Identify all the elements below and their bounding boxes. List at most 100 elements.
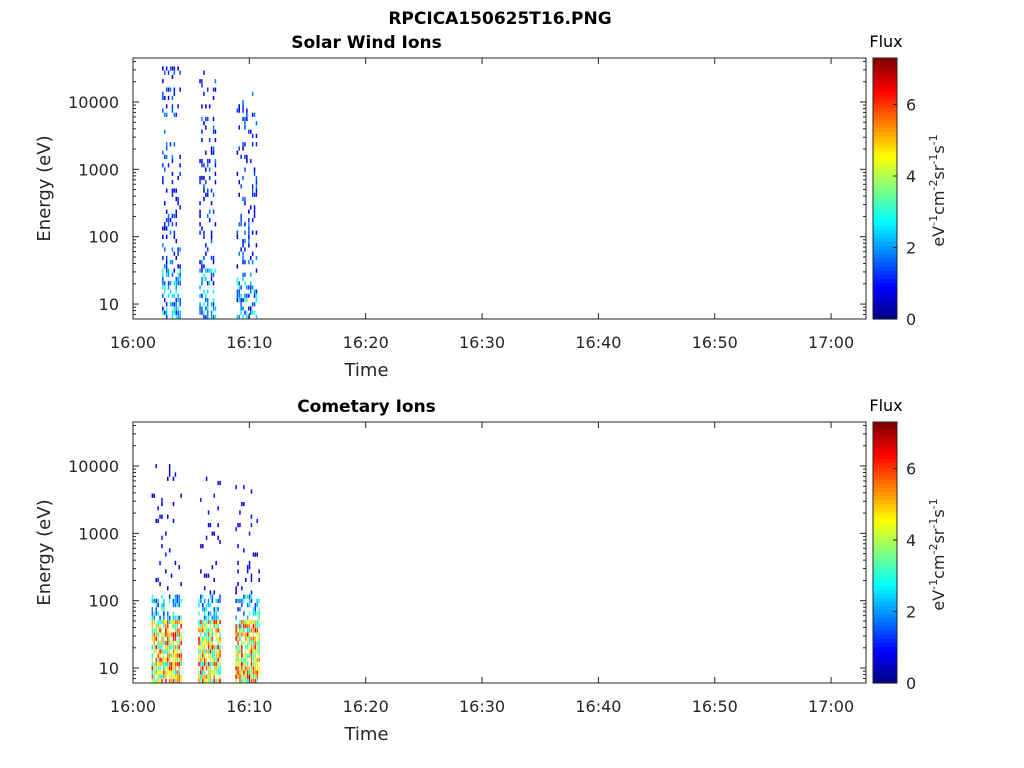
spectrogram-pixel: [238, 180, 240, 185]
spectrogram-pixel: [241, 624, 243, 629]
spectrogram-pixel: [258, 649, 260, 654]
spectrogram-pixel: [207, 314, 209, 319]
spectrogram-pixel: [209, 657, 212, 662]
spectrogram-pixel: [250, 619, 253, 625]
spectrogram-pixel: [251, 188, 254, 193]
spectrogram-pixel: [215, 670, 217, 675]
spectrogram-pixel: [205, 535, 208, 540]
y-tick-label: 1000: [78, 524, 119, 543]
spectrogram-pixel: [163, 662, 165, 667]
spectrogram-pixel: [207, 645, 210, 650]
x-tick-label: 17:00: [808, 333, 854, 352]
spectrogram-pixel: [167, 222, 170, 227]
spectrogram-pixel: [165, 255, 168, 261]
spectrogram-pixel: [250, 678, 253, 683]
spectrogram-pixel: [205, 192, 207, 197]
spectrogram-pixel: [248, 653, 251, 658]
spectrogram-pixel: [217, 598, 219, 603]
spectrogram-pixel: [212, 125, 215, 130]
spectrogram-pixel: [167, 649, 169, 654]
spectrogram-pixel: [165, 670, 167, 675]
spectrogram-pixel: [212, 146, 215, 151]
spectrogram-pixel: [239, 674, 241, 679]
spectrogram-pixel: [209, 619, 212, 625]
spectrogram-pixel: [178, 594, 180, 599]
spectrogram-pixel: [175, 314, 177, 319]
spectrogram-pixel: [243, 674, 245, 679]
colorbar-frame: [872, 57, 898, 320]
spectrogram-pixel: [178, 598, 180, 603]
spectrogram-pixel: [162, 293, 164, 298]
spectrogram-pixel: [211, 598, 214, 603]
spectrogram-pixel: [159, 653, 161, 658]
spectrogram-pixel: [167, 95, 170, 101]
spectrogram-pixel: [246, 670, 249, 675]
spectrogram-pixel: [205, 243, 207, 248]
spectrogram-pixel: [203, 662, 206, 667]
spectrogram-pixel: [235, 485, 237, 490]
spectrogram-pixel: [251, 310, 254, 315]
spectrogram-pixel: [159, 560, 161, 566]
spectrogram-pixel: [217, 506, 219, 511]
spectrogram-pixel: [171, 260, 174, 265]
spectrogram-pixel: [163, 670, 165, 675]
spectrogram-pixel: [151, 636, 154, 641]
colorbar-tick-label: 4: [906, 531, 916, 550]
spectrogram-pixel: [207, 598, 210, 603]
spectrogram-pixel: [168, 678, 171, 683]
spectrogram-pixel: [254, 662, 257, 667]
spectrogram-pixel: [255, 243, 258, 248]
spectrogram-pixel: [252, 619, 255, 625]
spectrogram-pixel: [174, 598, 177, 603]
spectrogram-pixel: [248, 624, 251, 629]
spectrogram-pixel: [165, 674, 167, 679]
spectrogram-pixel: [207, 302, 209, 307]
colorbar-segment: [873, 503, 897, 509]
colorbar-tick-label: 6: [906, 95, 916, 114]
spectrogram-pixel: [162, 175, 164, 181]
spectrogram-pixel: [217, 535, 219, 540]
spectrogram-pixel: [236, 230, 239, 235]
spectrogram-pixel: [240, 306, 242, 311]
spectrogram-pixel: [217, 607, 219, 612]
spectrogram-pixel: [252, 611, 255, 616]
spectrogram-pixel: [200, 598, 202, 603]
colorbar-segment: [873, 233, 897, 239]
spectrogram-pixel: [165, 112, 168, 117]
spectrogram-pixel: [175, 188, 177, 193]
spectrogram-pixel: [242, 100, 244, 105]
spectrogram-pixel: [177, 298, 179, 303]
spectrogram-pixel: [157, 640, 159, 646]
spectrogram-pixel: [200, 594, 202, 599]
spectrogram-pixel: [219, 598, 221, 603]
spectrogram-pixel: [168, 598, 171, 603]
spectrogram-pixel: [252, 678, 255, 683]
spectrogram-pixel: [172, 662, 175, 667]
spectrogram-pixel: [248, 243, 250, 248]
spectrogram-pixel: [175, 209, 177, 214]
colorbar-segment: [873, 151, 897, 157]
spectrogram-pixel: [198, 598, 200, 603]
spectrogram-pixel: [245, 678, 247, 683]
spectrogram-pixel: [165, 552, 167, 557]
spectrogram-pixel: [200, 649, 202, 654]
spectrogram-pixel: [179, 87, 181, 92]
colorbar-segment: [873, 78, 897, 84]
spectrogram-pixel: [202, 636, 204, 641]
spectrogram-pixel: [167, 70, 170, 75]
spectrogram-pixel: [244, 196, 246, 202]
spectrogram-pixel: [253, 213, 256, 218]
spectrogram-pixel: [241, 598, 243, 603]
spectrogram-pixel: [199, 306, 201, 311]
spectrogram-pixel: [178, 657, 180, 662]
spectrogram-pixel: [238, 192, 240, 197]
spectrogram-pixel: [246, 674, 249, 679]
spectrogram-pixel: [168, 619, 171, 625]
spectrogram-pixel: [163, 619, 165, 625]
spectrogram-pixel: [171, 192, 174, 197]
spectrogram-pixel: [153, 640, 155, 646]
spectrogram-pixel: [256, 632, 258, 637]
colorbar-segment: [873, 229, 897, 234]
spectrogram-pixel: [165, 104, 168, 109]
colorbar-segment: [873, 111, 897, 116]
